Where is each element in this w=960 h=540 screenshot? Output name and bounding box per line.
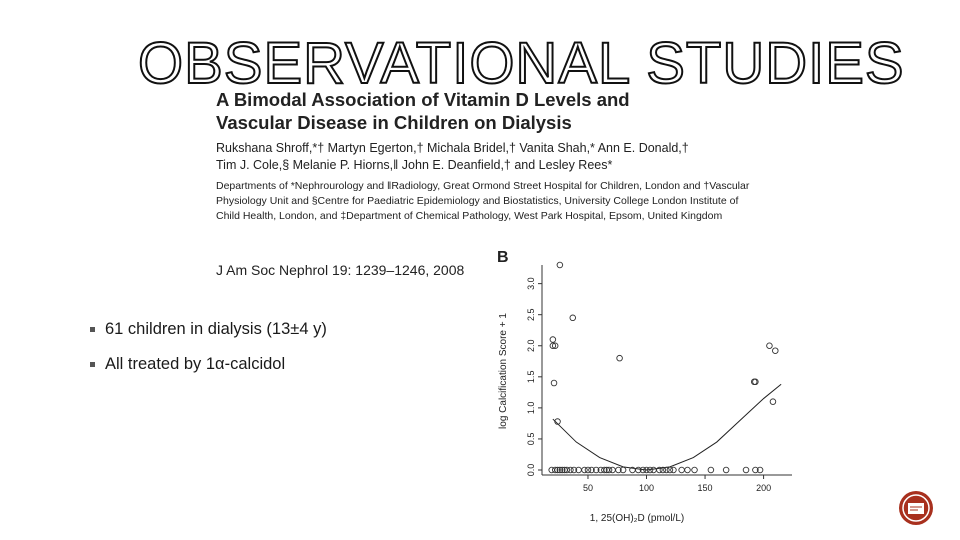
data-point: [707, 466, 715, 474]
x-tick-label: 100: [639, 483, 654, 493]
data-point: [558, 466, 566, 474]
data-point: [601, 466, 608, 474]
data-point: [581, 466, 588, 474]
y-ticks: 0.0 0.5 1.0 1.5 2.0 2.5 3.0: [526, 277, 542, 476]
bullet-item: All treated by 1α-calcidol: [90, 355, 327, 374]
data-point: [592, 466, 600, 474]
data-point: [659, 466, 667, 474]
y-tick-label: 1.5: [526, 371, 536, 384]
bullet-list: 61 children in dialysis (13±4 y) All tre…: [90, 320, 327, 390]
paper-authors: Rukshana Shroff,*† Martyn Egerton,† Mich…: [216, 140, 776, 174]
data-point: [691, 466, 698, 474]
data-point: [752, 378, 759, 386]
authors-line-1: Rukshana Shroff,*† Martyn Egerton,† Mich…: [216, 141, 689, 155]
bullet-text-1: 61 children in dialysis (13±4 y): [105, 320, 327, 338]
data-point: [756, 466, 764, 474]
data-point: [670, 466, 677, 474]
scatter-chart: B log Calcification Score + 1 1, 25(OH)₂…: [497, 249, 792, 524]
y-tick-label: 3.0: [526, 277, 536, 290]
data-point: [556, 261, 564, 269]
data-point: [742, 466, 750, 474]
x-tick-label: 50: [583, 483, 593, 493]
fit-curve-line: [552, 383, 782, 471]
data-point: [650, 466, 657, 474]
data-point: [605, 466, 613, 474]
bullet-icon: [90, 362, 95, 367]
data-point: [678, 466, 685, 474]
y-tick-label: 2.0: [526, 339, 536, 352]
data-point: [684, 466, 691, 474]
data-point: [666, 466, 674, 474]
x-tick-label: 150: [698, 483, 713, 493]
data-point: [769, 398, 777, 405]
data-point: [722, 466, 730, 474]
data-point: [570, 466, 578, 474]
y-tick-label: 0.0: [526, 464, 536, 477]
affil-line-2: Physiology Unit and §Centre for Paediatr…: [216, 195, 739, 207]
data-point: [752, 466, 759, 474]
x-axis-label: 1, 25(OH)₂D (pmol/L): [590, 513, 684, 524]
data-point: [549, 336, 557, 343]
paper-title: A Bimodal Association of Vitamin D Level…: [216, 88, 776, 134]
data-point: [643, 466, 650, 474]
data-point: [615, 466, 622, 474]
y-tick-label: 2.5: [526, 308, 536, 321]
data-points: [548, 261, 779, 474]
panel-label: B: [497, 249, 509, 266]
data-point: [766, 342, 773, 350]
data-point: [584, 466, 592, 474]
bullet-item: 61 children in dialysis (13±4 y): [90, 320, 327, 339]
data-point: [635, 466, 642, 474]
data-point: [563, 466, 571, 474]
paper-title-line-2: Vascular Disease in Children on Dialysis: [216, 112, 572, 133]
affil-line-3: Child Health, London, and ‡Department of…: [216, 210, 723, 222]
x-ticks: 50 100 150 200: [583, 475, 771, 493]
data-point: [639, 466, 647, 474]
scatter-chart-panel: B log Calcification Score + 1 1, 25(OH)₂…: [492, 245, 802, 530]
data-point: [554, 418, 561, 425]
bullet-text-2: All treated by 1α-calcidol: [105, 355, 286, 373]
authors-line-2: Tim J. Cole,§ Melanie P. Hiorns,‖ John E…: [216, 158, 613, 172]
data-point: [554, 466, 561, 474]
paper-citation: J Am Soc Nephrol 19: 1239–1246, 2008: [216, 262, 465, 278]
data-point: [663, 466, 670, 474]
data-point: [616, 354, 623, 362]
bullet-icon: [90, 327, 95, 332]
paper-title-line-1: A Bimodal Association of Vitamin D Level…: [216, 89, 630, 110]
data-point: [551, 342, 559, 350]
data-point: [550, 379, 558, 387]
data-point: [556, 466, 564, 474]
data-point: [549, 342, 557, 350]
affil-line-1: Departments of *Nephrourology and ‖Radio…: [216, 180, 750, 192]
data-point: [619, 466, 627, 474]
data-point: [567, 466, 574, 474]
presentation-logo-icon: [899, 491, 933, 525]
y-axis-label: log Calcification Score + 1: [498, 313, 509, 429]
data-point: [588, 466, 595, 474]
paper-header: A Bimodal Association of Vitamin D Level…: [216, 88, 776, 224]
data-point: [569, 314, 577, 322]
slide-title: OBSERVATIONAL STUDIES: [137, 30, 905, 97]
x-tick-label: 200: [756, 483, 771, 493]
paper-affiliations: Departments of *Nephrourology and ‖Radio…: [216, 179, 776, 224]
y-tick-label: 0.5: [526, 433, 536, 446]
data-point: [551, 466, 559, 474]
data-point: [656, 466, 663, 474]
y-tick-label: 1.0: [526, 402, 536, 415]
data-point: [646, 466, 654, 474]
data-point: [609, 466, 616, 474]
data-point: [772, 347, 779, 354]
